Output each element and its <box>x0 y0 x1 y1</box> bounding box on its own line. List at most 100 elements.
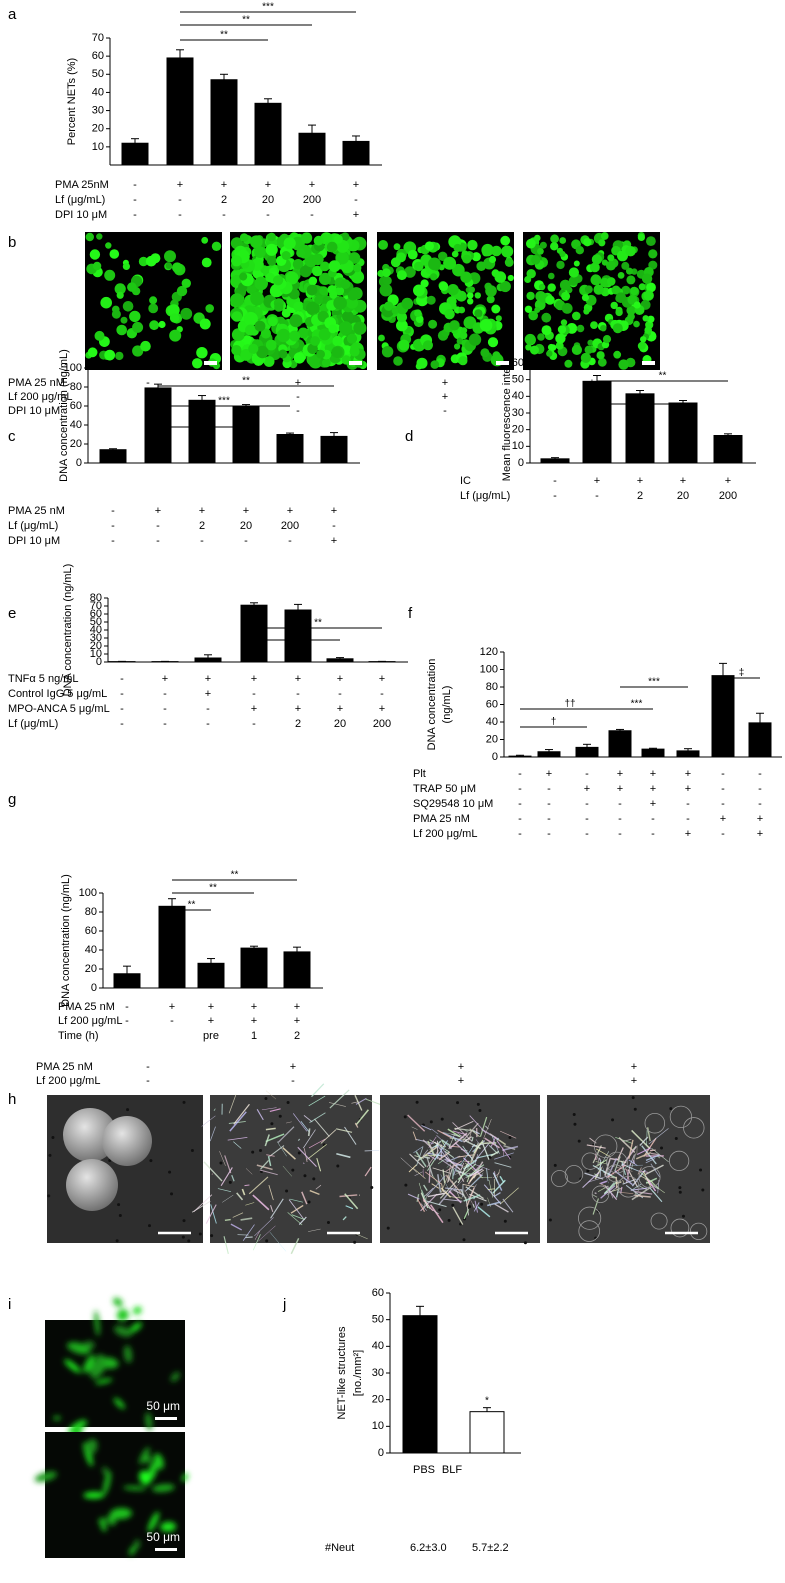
cell <box>321 358 331 368</box>
footer-value: 5.7±2.2 <box>472 1542 509 1554</box>
debris <box>48 1153 52 1157</box>
y-axis-label: DNA concentration <box>426 659 438 751</box>
y-tick-label: 50 <box>90 616 102 628</box>
cell <box>538 283 546 291</box>
fiber <box>355 1233 368 1240</box>
fiber <box>491 1136 500 1154</box>
condition-value: - <box>296 405 300 417</box>
condition-label: Lf 200 μg/mL <box>36 1075 100 1087</box>
fiber <box>432 1167 451 1174</box>
cell-outline <box>551 1170 568 1188</box>
debris <box>297 1151 301 1155</box>
y-tick-label: 10 <box>372 1420 384 1432</box>
cell <box>541 325 552 336</box>
cell <box>254 276 268 291</box>
fiber <box>354 1094 363 1111</box>
micrograph <box>45 1432 185 1558</box>
debris <box>572 1112 576 1116</box>
debris <box>678 1190 682 1194</box>
fiber <box>345 1205 354 1210</box>
condition-label: MPO-ANCA 5 μg/mL <box>8 703 110 715</box>
fiber <box>639 1136 649 1146</box>
fiber <box>645 1154 660 1162</box>
cell <box>545 295 555 305</box>
debris <box>149 1159 153 1163</box>
net-structure <box>147 1511 160 1533</box>
fiber <box>454 1127 475 1132</box>
condition-value: + <box>650 798 656 810</box>
cell <box>111 309 121 319</box>
fiber <box>314 1118 330 1137</box>
y-tick-label: 0 <box>96 656 102 668</box>
condition-label: PMA 25 nM <box>413 813 470 825</box>
fiber <box>454 1167 472 1175</box>
condition-label: TRAP 50 μM <box>413 783 476 795</box>
debris <box>251 1150 255 1154</box>
fiber <box>503 1144 516 1151</box>
cell <box>158 320 166 329</box>
condition-value: + <box>177 179 183 191</box>
cell <box>412 340 422 350</box>
bar <box>582 380 612 464</box>
condition-value: - <box>585 798 589 810</box>
fiber <box>252 1194 270 1211</box>
condition-value: + <box>353 179 359 191</box>
fiber <box>452 1163 458 1176</box>
condition-label: Lf (μg/mL) <box>55 194 105 206</box>
fiber <box>621 1160 626 1176</box>
debris <box>264 1096 268 1100</box>
debris <box>681 1214 685 1218</box>
cell <box>525 344 532 351</box>
fiber <box>308 1138 326 1149</box>
net-structure <box>129 1322 142 1333</box>
cell <box>390 257 401 268</box>
fiber <box>614 1156 621 1172</box>
cell <box>349 346 360 357</box>
fiber <box>496 1140 511 1160</box>
cell <box>494 271 507 283</box>
fiber <box>265 1090 277 1100</box>
significance-label: ** <box>231 870 239 881</box>
fiber <box>627 1169 639 1188</box>
fiber <box>248 1176 269 1195</box>
fiber <box>446 1159 456 1168</box>
panel-letter: i <box>8 1296 11 1313</box>
cell <box>500 235 511 246</box>
cell <box>571 344 583 355</box>
bar <box>99 449 127 464</box>
cell <box>308 276 318 286</box>
cell <box>265 339 277 351</box>
condition-value: + <box>251 673 257 685</box>
fiber <box>290 1204 304 1214</box>
debris <box>187 1239 191 1243</box>
cell <box>100 296 112 309</box>
condition-value: + <box>155 505 161 517</box>
net-structure <box>181 1473 189 1482</box>
condition-label: DPI 10 μM <box>8 405 60 417</box>
cell <box>438 251 448 261</box>
net-structure <box>100 1523 107 1532</box>
condition-value: - <box>380 688 384 700</box>
y-tick-label: 60 <box>512 357 524 369</box>
cell <box>289 330 301 342</box>
fiber <box>631 1129 651 1150</box>
condition-value: - <box>553 475 557 487</box>
fiber <box>416 1198 426 1212</box>
fiber <box>600 1180 608 1185</box>
fiber <box>648 1186 663 1203</box>
fiber <box>648 1128 669 1145</box>
cell <box>307 343 318 355</box>
cell <box>466 292 474 299</box>
bar <box>748 722 772 758</box>
cell <box>491 304 501 314</box>
cell <box>201 236 209 244</box>
condition-value: - <box>178 194 182 206</box>
fiber <box>219 1151 226 1166</box>
fiber <box>320 1129 337 1144</box>
fiber <box>634 1192 639 1198</box>
cell <box>647 315 655 323</box>
fiber <box>487 1201 501 1207</box>
fiber <box>599 1182 606 1187</box>
cell <box>580 352 592 363</box>
condition-value: 200 <box>303 194 321 206</box>
